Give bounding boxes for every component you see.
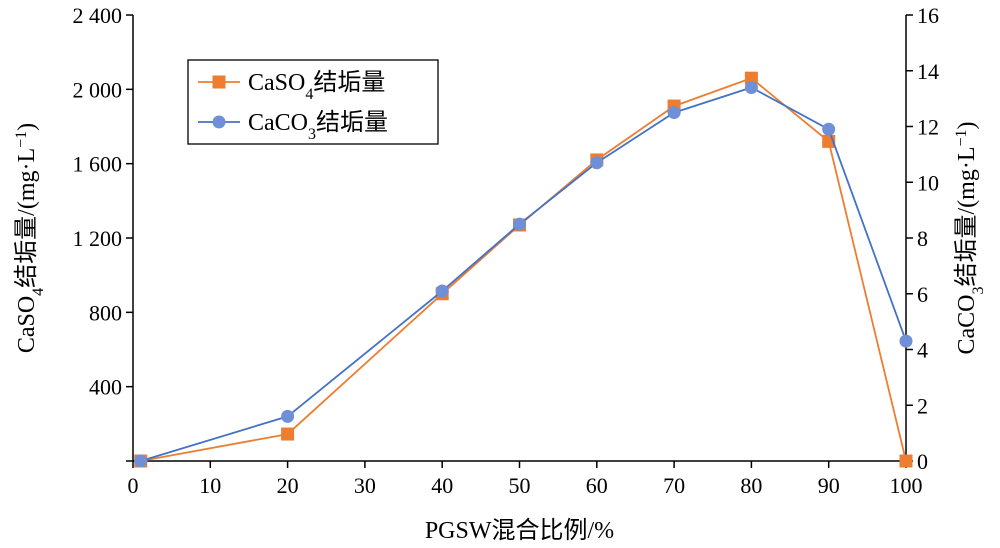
left-y-tick-label: 1 600 xyxy=(73,152,123,177)
right-y-tick-label: 16 xyxy=(917,3,939,28)
x-tick-label: 0 xyxy=(128,473,139,498)
x-axis-title: PGSW混合比例/% xyxy=(425,517,614,544)
right-y-tick-label: 12 xyxy=(917,115,939,140)
x-tick-label: 90 xyxy=(818,473,840,498)
legend-box xyxy=(187,59,439,145)
right-y-tick-label: 4 xyxy=(917,338,928,363)
right-y-tick-label: 0 xyxy=(917,449,928,474)
right-y-tick-label: 2 xyxy=(917,393,928,418)
x-tick-label: 20 xyxy=(277,473,299,498)
right-y-tick-label: 8 xyxy=(917,226,928,251)
x-tick-label: 80 xyxy=(740,473,762,498)
x-tick-label: 10 xyxy=(199,473,221,498)
x-tick-label: 100 xyxy=(890,473,923,498)
series-2-point xyxy=(744,80,758,94)
right-y-tick-label: 10 xyxy=(917,170,939,195)
x-tick-label: 50 xyxy=(509,473,531,498)
right-y-tick-label: 14 xyxy=(917,59,939,84)
series-2-point xyxy=(822,122,836,136)
left-y-tick-label: 2 400 xyxy=(73,3,123,28)
legend-marker xyxy=(212,115,226,129)
series-2-point xyxy=(899,334,913,348)
right-y-tick-label: 6 xyxy=(917,282,928,307)
legend-label: CaCO3结垢量 xyxy=(248,109,388,143)
series-1-point xyxy=(744,71,758,85)
series-1-point xyxy=(899,454,913,468)
series-1-point xyxy=(281,427,295,441)
left-y-tick-label: 1 200 xyxy=(73,226,123,251)
left-axis-title: CaSO4结垢量/(mg·L−1) xyxy=(13,123,47,353)
left-y-tick-label: 800 xyxy=(89,300,122,325)
series-2-point xyxy=(435,284,449,298)
right-axis-title: CaCO3结垢量/(mg·L−1) xyxy=(953,121,987,354)
series-2 xyxy=(134,80,913,468)
left-y-tick-label: 2 000 xyxy=(73,77,123,102)
series-layer xyxy=(134,71,913,468)
x-tick-label: 40 xyxy=(431,473,453,498)
x-tick-label: 60 xyxy=(586,473,608,498)
series-2-point xyxy=(667,106,681,120)
x-tick-label: 30 xyxy=(354,473,376,498)
x-tick-label: 70 xyxy=(663,473,685,498)
series-2-point xyxy=(281,409,295,423)
legend-label: CaSO4结垢量 xyxy=(248,69,385,103)
legend-marker xyxy=(212,75,226,89)
left-y-tick-label: 400 xyxy=(89,375,122,400)
series-2-point xyxy=(513,217,526,231)
series-2-point xyxy=(134,454,148,468)
series-2-point xyxy=(590,156,604,170)
legend: CaSO4结垢量 CaCO3结垢量 xyxy=(187,59,439,145)
